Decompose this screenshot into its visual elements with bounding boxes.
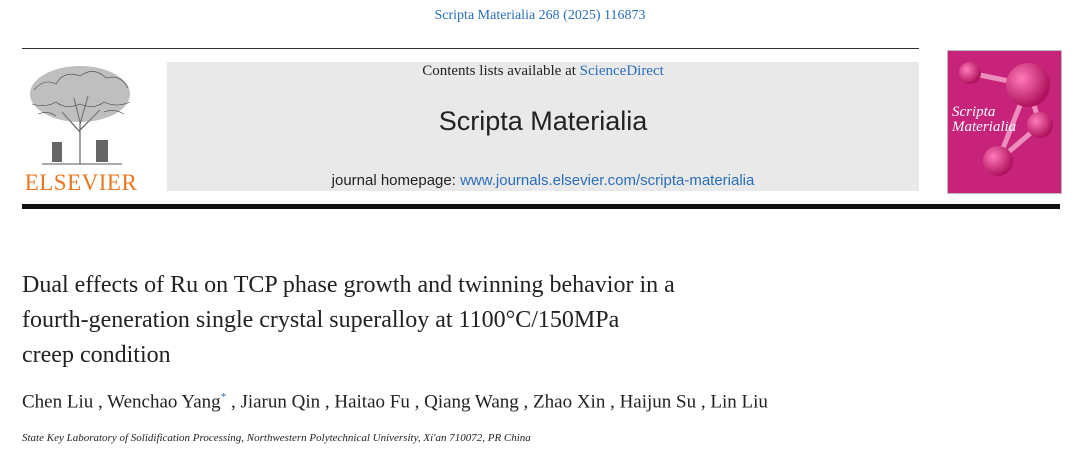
article-title: Dual effects of Ru on TCP phase growth a… <box>22 268 922 373</box>
author-separator: , <box>320 391 335 413</box>
journal-name: Scripta Materialia <box>438 106 648 136</box>
homepage-prefix: journal homepage: <box>331 172 461 189</box>
author-affiliation: State Key Laboratory of Solidification P… <box>22 432 531 444</box>
author-name[interactable]: Haitao Fu <box>334 391 410 413</box>
corresponding-author-marker[interactable]: * <box>220 391 227 403</box>
journal-citation[interactable]: Scripta Materialia 268 (2025) 116873 <box>434 8 646 23</box>
journal-banner: Contents lists available at ScienceDirec… <box>167 62 919 191</box>
journal-cover[interactable]: Scripta Materialia <box>947 50 1062 194</box>
author-separator: , <box>696 391 711 413</box>
author-name[interactable]: Haijun Su <box>619 391 697 413</box>
header-divider <box>22 48 919 49</box>
cover-title: Scripta Materialia <box>952 105 1016 135</box>
cover-title-line2: Materialia <box>952 119 1017 135</box>
article-title-line: Dual effects of Ru on TCP phase growth a… <box>22 272 675 298</box>
publisher-name: ELSEVIER <box>24 170 138 195</box>
elsevier-tree-logo-icon <box>30 66 131 165</box>
sciencedirect-link[interactable]: ScienceDirect <box>579 63 664 79</box>
author-name[interactable]: Qiang Wang <box>424 391 519 413</box>
contents-prefix: Contents lists available at <box>422 63 580 79</box>
elsevier-logo[interactable] <box>22 60 140 194</box>
author-list: Chen Liu , Wenchao Yang* , Jiarun Qin , … <box>22 391 1062 413</box>
author-name[interactable]: Chen Liu <box>22 391 94 413</box>
author-name[interactable]: Zhao Xin <box>533 391 606 413</box>
journal-homepage-link[interactable]: www.journals.elsevier.com/scripta-materi… <box>460 172 755 189</box>
author-separator: , <box>226 391 241 413</box>
author-name[interactable]: Wenchao Yang <box>107 391 221 413</box>
author-separator: , <box>93 391 108 413</box>
cover-molecule-icon <box>948 51 1061 193</box>
title-divider <box>22 204 1060 209</box>
author-name[interactable]: Lin Liu <box>710 391 768 413</box>
article-title-line: fourth-generation single crystal superal… <box>22 307 620 333</box>
author-separator: , <box>605 391 620 413</box>
article-title-line: creep condition <box>22 342 171 368</box>
homepage-line: journal homepage: www.journals.elsevier.… <box>167 172 919 189</box>
author-separator: , <box>409 391 425 413</box>
cover-title-line1: Scripta <box>952 104 996 120</box>
author-name[interactable]: Jiarun Qin <box>240 391 321 413</box>
author-separator: , <box>518 391 534 413</box>
contents-line: Contents lists available at ScienceDirec… <box>167 63 919 80</box>
